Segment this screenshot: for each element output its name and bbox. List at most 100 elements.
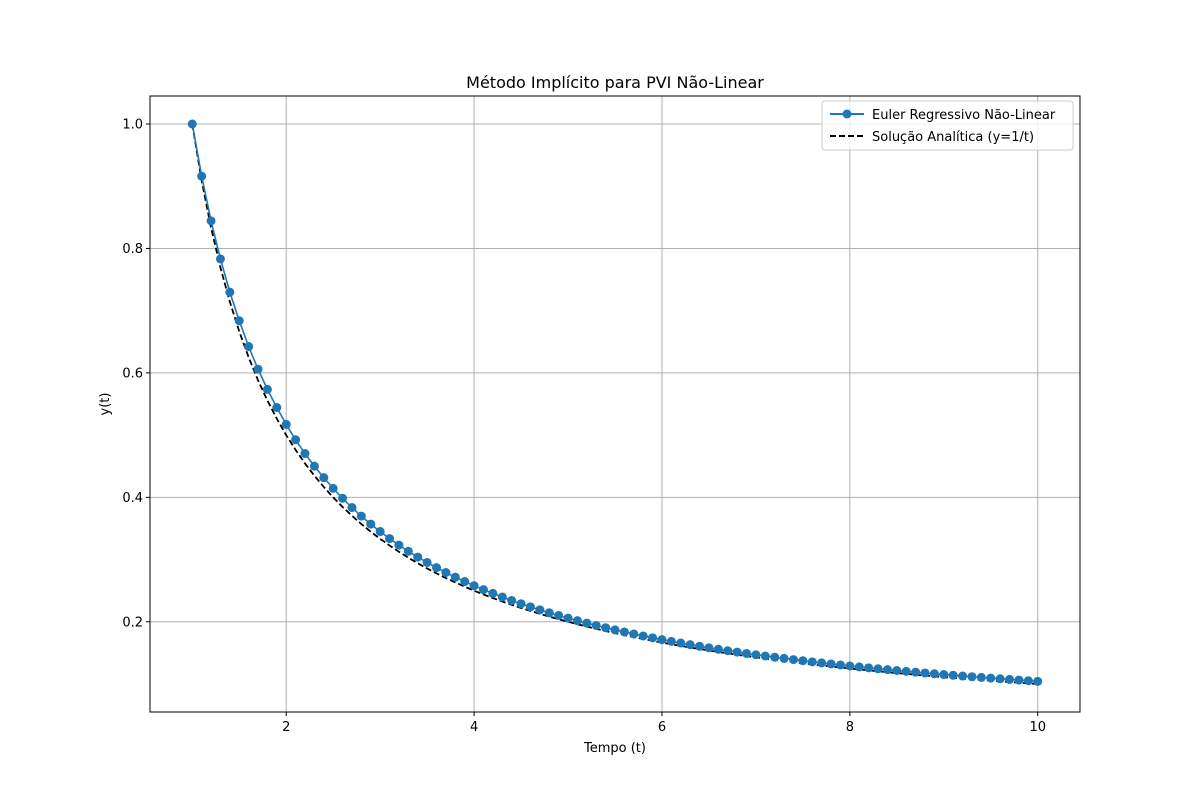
euler-point bbox=[469, 581, 479, 591]
euler-point bbox=[403, 546, 413, 556]
y-tick-label: 0.4 bbox=[122, 491, 143, 506]
euler-point bbox=[375, 527, 385, 537]
euler-point bbox=[432, 563, 442, 573]
euler-point bbox=[291, 435, 301, 445]
euler-point bbox=[657, 635, 667, 645]
euler-point bbox=[563, 613, 573, 623]
euler-point bbox=[572, 616, 582, 626]
euler-point bbox=[713, 644, 723, 654]
euler-point bbox=[356, 511, 366, 521]
euler-point bbox=[807, 657, 817, 667]
euler-point bbox=[1014, 675, 1024, 685]
euler-point bbox=[507, 595, 517, 605]
euler-point bbox=[187, 119, 197, 129]
euler-point bbox=[385, 534, 395, 544]
euler-point bbox=[338, 493, 348, 503]
euler-point bbox=[742, 648, 752, 658]
axis-ticks: 2 4 6 8 10 0.2 0.4 0.6 0.8 1.0 bbox=[122, 118, 1046, 736]
legend-analytic-label: Solução Analítica (y=1/t) bbox=[872, 130, 1034, 145]
euler-point bbox=[234, 316, 244, 326]
euler-point bbox=[873, 664, 883, 674]
legend-box bbox=[821, 100, 1074, 151]
euler-point bbox=[760, 651, 770, 661]
euler-point bbox=[1033, 676, 1043, 686]
x-tick-label: 4 bbox=[470, 720, 478, 735]
legend-euler-label: Euler Regressivo Não-Linear bbox=[872, 108, 1056, 123]
euler-point bbox=[901, 666, 911, 676]
euler-point bbox=[516, 599, 526, 609]
x-axis-title: Tempo (t) bbox=[583, 741, 646, 756]
x-tick-label: 2 bbox=[282, 720, 290, 735]
legend-euler-marker bbox=[842, 109, 852, 119]
euler-point bbox=[723, 646, 733, 656]
euler-point bbox=[835, 660, 845, 670]
y-tick-label: 0.8 bbox=[122, 242, 143, 257]
euler-point bbox=[920, 668, 930, 678]
euler-point bbox=[253, 364, 263, 374]
euler-point bbox=[1005, 674, 1015, 684]
euler-point bbox=[441, 568, 451, 577]
euler-point bbox=[610, 625, 620, 635]
euler-point bbox=[976, 672, 986, 682]
euler-point bbox=[244, 342, 254, 352]
y-tick-label: 0.6 bbox=[122, 366, 143, 381]
euler-point bbox=[995, 674, 1005, 684]
euler-point bbox=[648, 633, 658, 643]
euler-point bbox=[854, 662, 864, 672]
euler-point bbox=[319, 473, 329, 483]
euler-point bbox=[215, 254, 225, 264]
euler-point bbox=[413, 552, 423, 562]
euler-point bbox=[544, 608, 554, 618]
euler-point bbox=[967, 672, 977, 682]
euler-point bbox=[676, 638, 686, 648]
x-tick-label: 6 bbox=[658, 720, 666, 735]
euler-point bbox=[770, 652, 780, 662]
euler-point bbox=[554, 610, 564, 620]
euler-point bbox=[685, 640, 695, 650]
euler-point bbox=[986, 673, 996, 683]
euler-point bbox=[798, 656, 808, 666]
euler-point bbox=[197, 171, 207, 181]
x-tick-label: 8 bbox=[846, 720, 854, 735]
euler-point bbox=[525, 602, 535, 612]
euler-point bbox=[450, 572, 460, 582]
euler-point bbox=[826, 659, 836, 669]
euler-point bbox=[619, 627, 629, 637]
euler-point bbox=[535, 605, 545, 615]
x-tick-label: 10 bbox=[1029, 720, 1046, 735]
y-tick-label: 0.2 bbox=[122, 615, 143, 630]
euler-point bbox=[281, 419, 291, 429]
euler-point bbox=[666, 636, 676, 646]
euler-point bbox=[817, 658, 827, 668]
euler-point bbox=[845, 661, 855, 671]
euler-point bbox=[1023, 676, 1033, 686]
euler-point bbox=[704, 643, 714, 653]
euler-point bbox=[751, 650, 761, 660]
euler-point bbox=[958, 671, 968, 681]
euler-point bbox=[300, 449, 310, 459]
legend: Euler Regressivo Não-Linear Solução Anal… bbox=[821, 100, 1074, 151]
y-axis-title: y(t) bbox=[98, 393, 113, 416]
euler-point bbox=[629, 629, 639, 639]
euler-point bbox=[882, 665, 892, 675]
euler-point bbox=[206, 216, 216, 226]
euler-point bbox=[779, 653, 789, 663]
euler-point bbox=[225, 287, 235, 297]
euler-point bbox=[892, 666, 902, 675]
euler-point bbox=[788, 655, 798, 665]
euler-point bbox=[309, 461, 319, 471]
euler-point bbox=[939, 670, 949, 680]
euler-point bbox=[328, 483, 338, 493]
euler-point bbox=[601, 623, 611, 633]
euler-series bbox=[187, 119, 1043, 686]
euler-point bbox=[422, 557, 432, 567]
euler-point bbox=[929, 669, 939, 679]
euler-point bbox=[394, 540, 404, 550]
euler-point bbox=[366, 519, 376, 529]
y-tick-label: 1.0 bbox=[122, 118, 143, 133]
euler-point bbox=[347, 503, 357, 513]
euler-point bbox=[497, 592, 507, 602]
euler-point bbox=[272, 403, 282, 413]
euler-point bbox=[478, 585, 488, 595]
